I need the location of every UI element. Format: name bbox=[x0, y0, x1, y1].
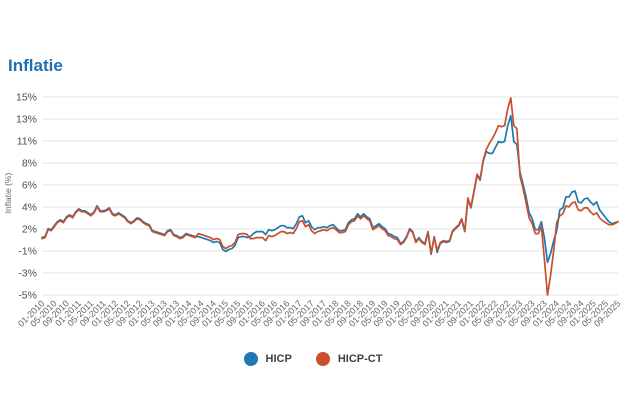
y-tick-label: 2% bbox=[22, 224, 37, 236]
y-tick-label: 8% bbox=[22, 158, 37, 170]
y-tick-label: 6% bbox=[22, 180, 37, 192]
legend-label-hicp-ct: HICP-CT bbox=[337, 353, 383, 365]
chart-legend: HICP HICP-CT bbox=[0, 352, 626, 366]
hicp-line[interactable] bbox=[41, 114, 619, 264]
y-tick-label: 4% bbox=[22, 202, 37, 214]
y-tick-label: -5% bbox=[18, 290, 37, 302]
hicp-ct-line[interactable] bbox=[41, 97, 619, 296]
legend-item-hicp-ct[interactable]: HICP-CT bbox=[315, 352, 383, 366]
y-tick-label: 13% bbox=[16, 114, 37, 126]
hicp-series-swatch-icon bbox=[243, 352, 258, 366]
hicp-ct-series-swatch-icon bbox=[315, 352, 330, 366]
legend-label-hicp: HICP bbox=[265, 353, 292, 365]
y-tick-label: -3% bbox=[18, 268, 37, 280]
y-tick-label: 11% bbox=[17, 136, 37, 148]
chart-title: Inflatie bbox=[8, 56, 63, 75]
y-tick-label: -1% bbox=[18, 246, 37, 258]
y-tick-label: 15% bbox=[16, 92, 37, 104]
legend-item-hicp[interactable]: HICP bbox=[243, 352, 292, 366]
